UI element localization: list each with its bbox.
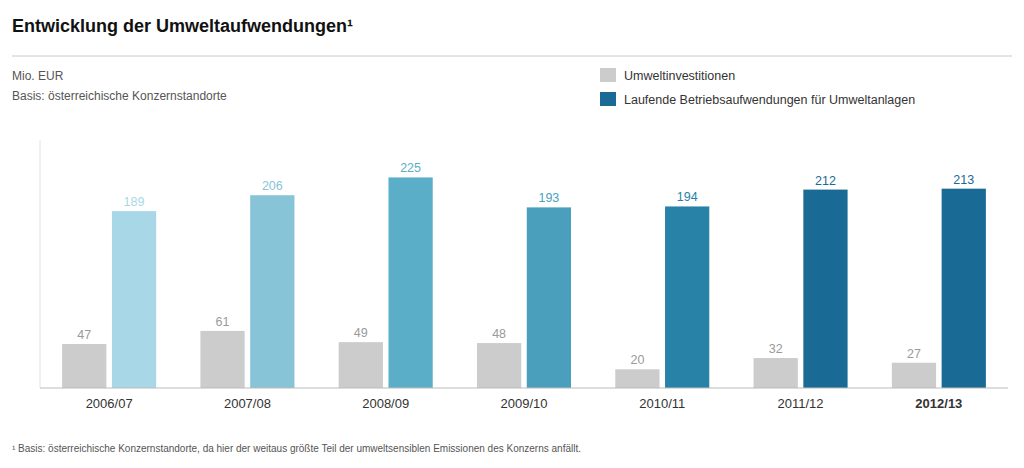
subtitle: Basis: österreichische Konzernstandorte bbox=[12, 89, 227, 103]
bar bbox=[62, 344, 106, 388]
data-label: 212 bbox=[815, 174, 836, 188]
x-tick-label: 2008/09 bbox=[362, 396, 409, 411]
data-label: 193 bbox=[538, 191, 559, 205]
bar bbox=[892, 363, 936, 388]
bar bbox=[250, 195, 294, 388]
legend: Umweltinvestitionen Laufende Betriebsaufw… bbox=[600, 68, 915, 107]
x-axis-line bbox=[40, 388, 1008, 389]
x-ticks: 2006/07 2007/08 2008/09 2009/10 2010/11 2011/… bbox=[86, 396, 963, 411]
x-tick-label: 2011/12 bbox=[778, 396, 824, 411]
data-label: 61 bbox=[216, 315, 230, 329]
bar bbox=[942, 189, 986, 388]
chart: Entwicklung der Umweltaufwendungen¹ Mio. … bbox=[0, 0, 1024, 468]
bar bbox=[527, 207, 571, 388]
data-label: 47 bbox=[77, 328, 91, 342]
page: {"chart_data": { "type": "bar", "title":… bbox=[0, 0, 1024, 468]
footnote: ¹ Basis: österreichische Konzernstandort… bbox=[12, 443, 581, 454]
x-tick-label: 2009/10 bbox=[501, 396, 548, 411]
bars bbox=[62, 177, 986, 388]
bar bbox=[477, 343, 521, 388]
data-label: 206 bbox=[262, 179, 283, 193]
x-tick-label: 2012/13 bbox=[915, 396, 962, 411]
data-label: 27 bbox=[907, 347, 921, 361]
data-label: 225 bbox=[400, 161, 421, 175]
bar bbox=[388, 177, 432, 388]
bar bbox=[615, 369, 659, 388]
y-axis-line bbox=[40, 140, 41, 388]
bar bbox=[200, 331, 244, 388]
data-label: 49 bbox=[354, 326, 368, 340]
data-labels: 47 61 49 48 20 32 27 189 206 225 193 194 212 213 bbox=[77, 161, 974, 367]
data-label: 32 bbox=[769, 342, 783, 356]
legend-swatch bbox=[600, 92, 616, 106]
bar bbox=[665, 206, 709, 388]
data-label: 189 bbox=[124, 195, 145, 209]
bar bbox=[339, 342, 383, 388]
data-label: 48 bbox=[492, 327, 506, 341]
data-label: 20 bbox=[630, 353, 644, 367]
title-rule bbox=[12, 56, 1012, 57]
legend-label: Umweltinvestitionen bbox=[624, 69, 735, 83]
data-label: 213 bbox=[953, 173, 974, 187]
legend-swatch bbox=[600, 68, 616, 82]
bar bbox=[803, 190, 847, 388]
y-label: Mio. EUR bbox=[12, 69, 64, 83]
x-tick-label: 2006/07 bbox=[86, 396, 133, 411]
title: Entwicklung der Umweltaufwendungen¹ bbox=[12, 16, 353, 36]
x-tick-label: 2010/11 bbox=[639, 396, 685, 411]
bar bbox=[754, 358, 798, 388]
legend-label: Laufende Betriebsaufwendungen für Umwelt… bbox=[624, 93, 915, 107]
data-label: 194 bbox=[677, 190, 698, 204]
bar bbox=[112, 211, 156, 388]
x-tick-label: 2007/08 bbox=[224, 396, 271, 411]
